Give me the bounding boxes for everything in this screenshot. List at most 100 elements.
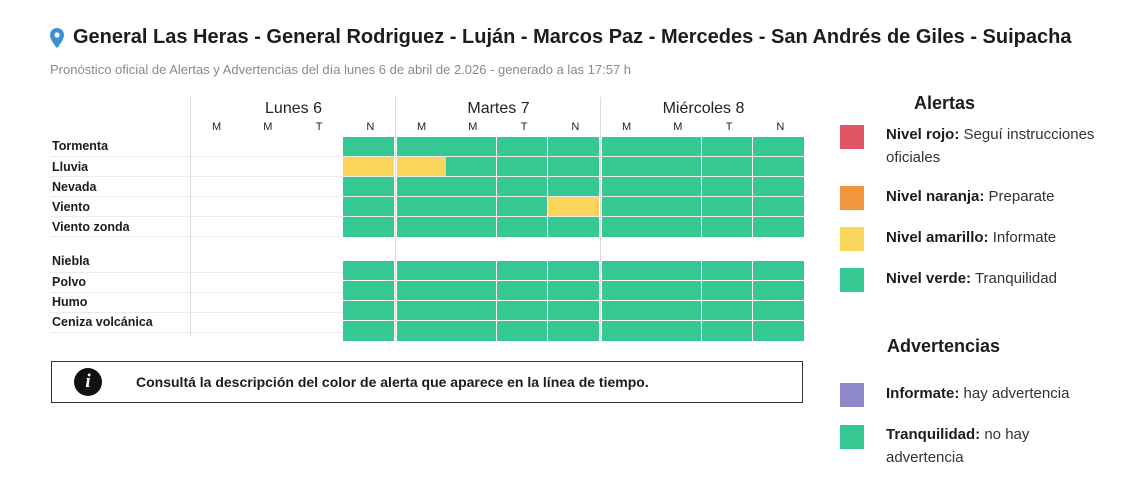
alert-cell-verde [343, 281, 394, 300]
alert-cell-verde [446, 157, 496, 176]
legend-adv-desc: hay advertencia [959, 385, 1070, 402]
alert-cell-verde [446, 301, 496, 320]
legend-adv-name: Tranquilidad: [886, 426, 981, 443]
row-label: Ceniza volcánica [52, 315, 153, 329]
row-label: Viento [52, 200, 90, 214]
alert-cell-verde [753, 321, 804, 341]
alert-cell-verde [497, 177, 547, 196]
legend-adv-item: Tranquilidad: no hay advertencia [886, 423, 1091, 469]
alert-cell-verde [548, 217, 599, 237]
slot-label: T [725, 121, 733, 133]
alert-cell-verde [548, 321, 599, 341]
alert-cell-verde [602, 177, 651, 196]
page-subtitle: Pronóstico oficial de Alertas y Adverten… [50, 62, 632, 77]
alert-cell-verde [702, 217, 752, 237]
alert-cell-verde [446, 321, 496, 341]
alert-cell-verde [702, 301, 752, 320]
alert-cell-verde [651, 281, 701, 300]
alert-cell-verde [497, 157, 547, 176]
alert-cell-verde [446, 261, 496, 280]
legend-level-desc: Tranquilidad [971, 270, 1057, 287]
alert-cell-verde [753, 217, 804, 237]
alert-cell-verde [446, 137, 496, 156]
alert-cell-verde [702, 177, 752, 196]
alert-cell-verde [397, 177, 446, 196]
alert-cell-verde [497, 301, 547, 320]
day-column: Martes 7 M M T N [395, 97, 601, 337]
alert-cell-amarillo [548, 197, 599, 216]
legend-adv-swatch-violeta [840, 383, 864, 407]
alert-cell-verde [397, 281, 446, 300]
slot-label: N [776, 121, 785, 133]
alert-cell-verde [548, 261, 599, 280]
legend-swatch-naranja [840, 186, 864, 210]
legend-item-amarillo: Nivel amarillo: Informate [886, 226, 1106, 249]
alert-cell-verde [702, 197, 752, 216]
info-icon: i [74, 368, 102, 396]
alert-cell-verde [497, 217, 547, 237]
row-label: Polvo [52, 275, 87, 289]
alert-cell-verde [753, 281, 804, 300]
slot-label: M [417, 121, 427, 133]
legend-swatch-verde [840, 268, 864, 292]
alert-cell-verde [343, 177, 394, 196]
alert-cell-verde [753, 157, 804, 176]
day-column: Miércoles 8 M M T N [600, 97, 806, 337]
alert-cell-verde [602, 217, 651, 237]
legend-level-name: Nivel amarillo: [886, 229, 989, 246]
alert-cell-verde [753, 137, 804, 156]
alert-cell-verde [446, 217, 496, 237]
alert-cell-verde [397, 137, 446, 156]
title-row: General Las Heras - General Rodriguez - … [50, 26, 1130, 49]
alert-cell-verde [602, 281, 651, 300]
slot-label: N [571, 121, 580, 133]
row-divider [50, 176, 805, 177]
alert-cell-amarillo [397, 157, 446, 176]
alert-cell-verde [651, 137, 701, 156]
slot-label: T [315, 121, 323, 133]
alert-cell-verde [753, 301, 804, 320]
alert-cell-verde [397, 301, 446, 320]
row-label: Viento zonda [52, 220, 130, 234]
row-divider [50, 196, 805, 197]
legend-adv-desc: no hay advertencia [886, 426, 1030, 466]
alert-cell-verde [497, 261, 547, 280]
day-name: Lunes 6 [265, 100, 322, 117]
legend-level-desc: Informate [988, 229, 1057, 246]
alert-cell-verde [602, 321, 651, 341]
alert-cell-verde [651, 177, 701, 196]
day-column: Lunes 6 M M T N [190, 97, 396, 337]
alert-cell-verde [702, 321, 752, 341]
alert-cell-verde [602, 197, 651, 216]
legend-adv-swatch-verde [840, 425, 864, 449]
legend-level-name: Nivel naranja: [886, 188, 985, 205]
info-banner: i Consultá la descripción del color de a… [51, 361, 803, 403]
alert-cell-verde [343, 321, 394, 341]
row-label: Tormenta [52, 139, 109, 153]
info-text: Consultá la descripción del color de ale… [136, 374, 649, 390]
alert-cell-verde [702, 157, 752, 176]
alert-cell-verde [702, 281, 752, 300]
alert-cell-verde [397, 321, 446, 341]
alert-cell-verde [548, 157, 599, 176]
row-label: Nevada [52, 180, 97, 194]
slot-label: M [622, 121, 632, 133]
alert-cell-verde [602, 157, 651, 176]
row-label: Humo [52, 295, 88, 309]
alert-cell-verde [702, 261, 752, 280]
legend-level-name: Nivel verde: [886, 270, 972, 287]
row-label: Lluvia [52, 160, 89, 174]
alert-cell-verde [343, 301, 394, 320]
alert-cell-verde [497, 281, 547, 300]
legend-adv-name: Informate: [886, 385, 960, 402]
alert-timeline-table: Lunes 6 M M T N Martes 7 M M T N Miércoles 8 M M T N T… [50, 97, 806, 341]
alert-cell-verde [651, 157, 701, 176]
page-title: General Las Heras - General Rodriguez - … [73, 26, 1072, 48]
legend-swatch-rojo [840, 125, 864, 149]
alert-cell-verde [548, 281, 599, 300]
alert-cell-verde [753, 177, 804, 196]
alert-cell-verde [602, 301, 651, 320]
slot-label: M [263, 121, 273, 133]
row-label: Niebla [52, 254, 90, 268]
alert-cell-verde [497, 197, 547, 216]
